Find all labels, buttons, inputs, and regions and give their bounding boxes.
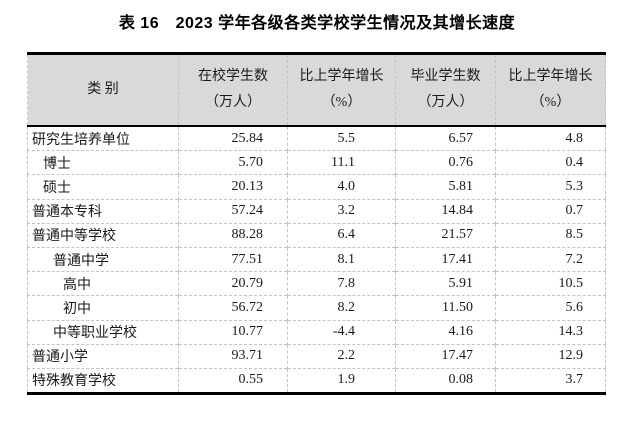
cell-enrolled-growth: 3.2	[287, 198, 396, 224]
header-label-line1: 比上学年增长	[508, 69, 593, 84]
table-row: 高中 20.79 7.8 5.91 10.5	[27, 271, 606, 296]
header-label-line1: 毕业学生数	[410, 69, 481, 84]
cell-graduates: 0.76	[395, 150, 496, 175]
cell-enrolled-growth: 6.4	[287, 222, 396, 248]
cell-category: 普通中学	[27, 246, 179, 272]
cell-enrolled: 20.79	[178, 271, 288, 296]
cell-graduates-growth: 10.5	[495, 271, 606, 296]
table-row: 硕士 20.13 4.0 5.81 5.3	[27, 174, 606, 200]
cell-graduates: 14.84	[395, 198, 496, 224]
table-row: 普通中等学校 88.28 6.4 21.57 8.5	[27, 222, 606, 248]
table-row: 研究生培养单位 25.84 5.5 6.57 4.8	[28, 126, 606, 151]
cell-category: 普通小学	[27, 343, 179, 369]
cell-graduates-growth: 4.8	[495, 126, 606, 151]
cell-graduates-growth: 7.2	[495, 246, 606, 272]
header-category: 类 别	[27, 53, 179, 127]
cell-enrolled: 93.71	[178, 343, 288, 369]
cell-enrolled: 57.24	[178, 198, 288, 224]
cell-enrolled-growth: 4.0	[287, 174, 396, 200]
cell-enrolled: 0.55	[178, 367, 288, 394]
cell-enrolled-growth: 1.9	[287, 367, 396, 394]
cell-graduates: 4.16	[395, 319, 496, 345]
cell-graduates: 17.47	[395, 343, 496, 369]
header-label-line1: 比上学年增长	[299, 69, 384, 84]
header-enrolled-growth: 比上学年增长 （%）	[287, 53, 396, 127]
header-enrolled: 在校学生数 （万人）	[178, 53, 288, 127]
cell-enrolled-growth: -4.4	[287, 319, 396, 345]
header-label-line1: 在校学生数	[198, 69, 268, 84]
cell-graduates: 5.91	[395, 271, 496, 296]
cell-enrolled: 56.72	[178, 295, 288, 320]
cell-category: 初中	[27, 295, 179, 320]
statistics-table: 类 别 在校学生数 （万人） 比上学年增长 （%） 毕业学生数 （万人） 比上学…	[27, 52, 606, 396]
cell-category: 研究生培养单位	[32, 132, 130, 148]
cell-enrolled-growth: 11.1	[287, 150, 396, 175]
table-header: 类 别 在校学生数 （万人） 比上学年增长 （%） 毕业学生数 （万人） 比上学…	[27, 53, 606, 127]
cell-graduates-growth: 14.3	[495, 319, 606, 345]
cell-enrolled: 88.28	[178, 222, 288, 248]
table-row: 普通中学 77.51 8.1 17.41 7.2	[27, 246, 606, 272]
cell-graduates: 5.81	[395, 174, 496, 200]
table-row: 普通小学 93.71 2.2 17.47 12.9	[27, 343, 606, 369]
cell-enrolled-growth: 7.8	[287, 271, 396, 296]
table-body: 研究生培养单位 25.84 5.5 6.57 4.8 博士 5.70 11.1 …	[27, 126, 606, 394]
table-title: 表 16 2023 学年各级各类学校学生情况及其增长速度	[118, 15, 516, 32]
table-row: 初中 56.72 8.2 11.50 5.6	[27, 295, 606, 320]
cell-graduates-growth: 5.3	[495, 174, 606, 200]
table-row: 特殊教育学校 0.55 1.9 0.08 3.7	[27, 367, 606, 394]
cell-graduates: 17.41	[395, 246, 496, 272]
header-row: 类 别 在校学生数 （万人） 比上学年增长 （%） 毕业学生数 （万人） 比上学…	[27, 53, 606, 127]
cell-category: 硕士	[27, 174, 179, 200]
table-row: 中等职业学校 10.77 -4.4 4.16 14.3	[27, 319, 606, 345]
cell-graduates: 21.57	[395, 222, 496, 248]
cell-enrolled-growth: 8.2	[287, 295, 396, 320]
cell-category: 普通中等学校	[27, 222, 179, 248]
cell-graduates-growth: 12.9	[495, 343, 606, 369]
cell-graduates-growth: 0.4	[495, 150, 606, 175]
cell-graduates: 6.57	[395, 126, 496, 151]
cell-graduates-growth: 3.7	[495, 367, 606, 394]
cell-graduates-growth: 0.7	[495, 198, 606, 224]
header-graduates-growth: 比上学年增长 （%）	[495, 53, 606, 127]
table-row: 普通本专科 57.24 3.2 14.84 0.7	[27, 198, 606, 224]
cell-graduates: 0.08	[395, 367, 496, 394]
cell-enrolled: 77.51	[178, 246, 288, 272]
table-row: 博士 5.70 11.1 0.76 0.4	[27, 150, 606, 175]
cell-graduates: 11.50	[395, 295, 496, 320]
cell-enrolled: 10.77	[178, 319, 288, 345]
cell-enrolled-growth: 5.5	[287, 126, 396, 151]
cell-enrolled-growth: 8.1	[287, 246, 396, 272]
cell-category: 中等职业学校	[27, 319, 179, 345]
header-label-line1: 类 别	[87, 82, 119, 97]
cell-enrolled: 5.70	[178, 150, 288, 175]
header-label-line2: （万人）	[205, 95, 261, 110]
header-label-line2: （%）	[530, 95, 571, 110]
cell-graduates-growth: 8.5	[495, 222, 606, 248]
cell-category: 高中	[27, 271, 179, 296]
header-graduates: 毕业学生数 （万人）	[395, 53, 496, 127]
header-label-line2: （%）	[321, 95, 362, 110]
cell-enrolled-growth: 2.2	[287, 343, 396, 369]
cell-category: 博士	[27, 150, 179, 175]
cell-graduates-growth: 5.6	[495, 295, 606, 320]
cell-enrolled: 20.13	[178, 174, 288, 200]
cell-category: 普通本专科	[27, 198, 179, 224]
cell-enrolled: 25.84	[178, 126, 288, 151]
cell-category: 特殊教育学校	[27, 367, 179, 394]
header-label-line2: （万人）	[417, 95, 474, 110]
